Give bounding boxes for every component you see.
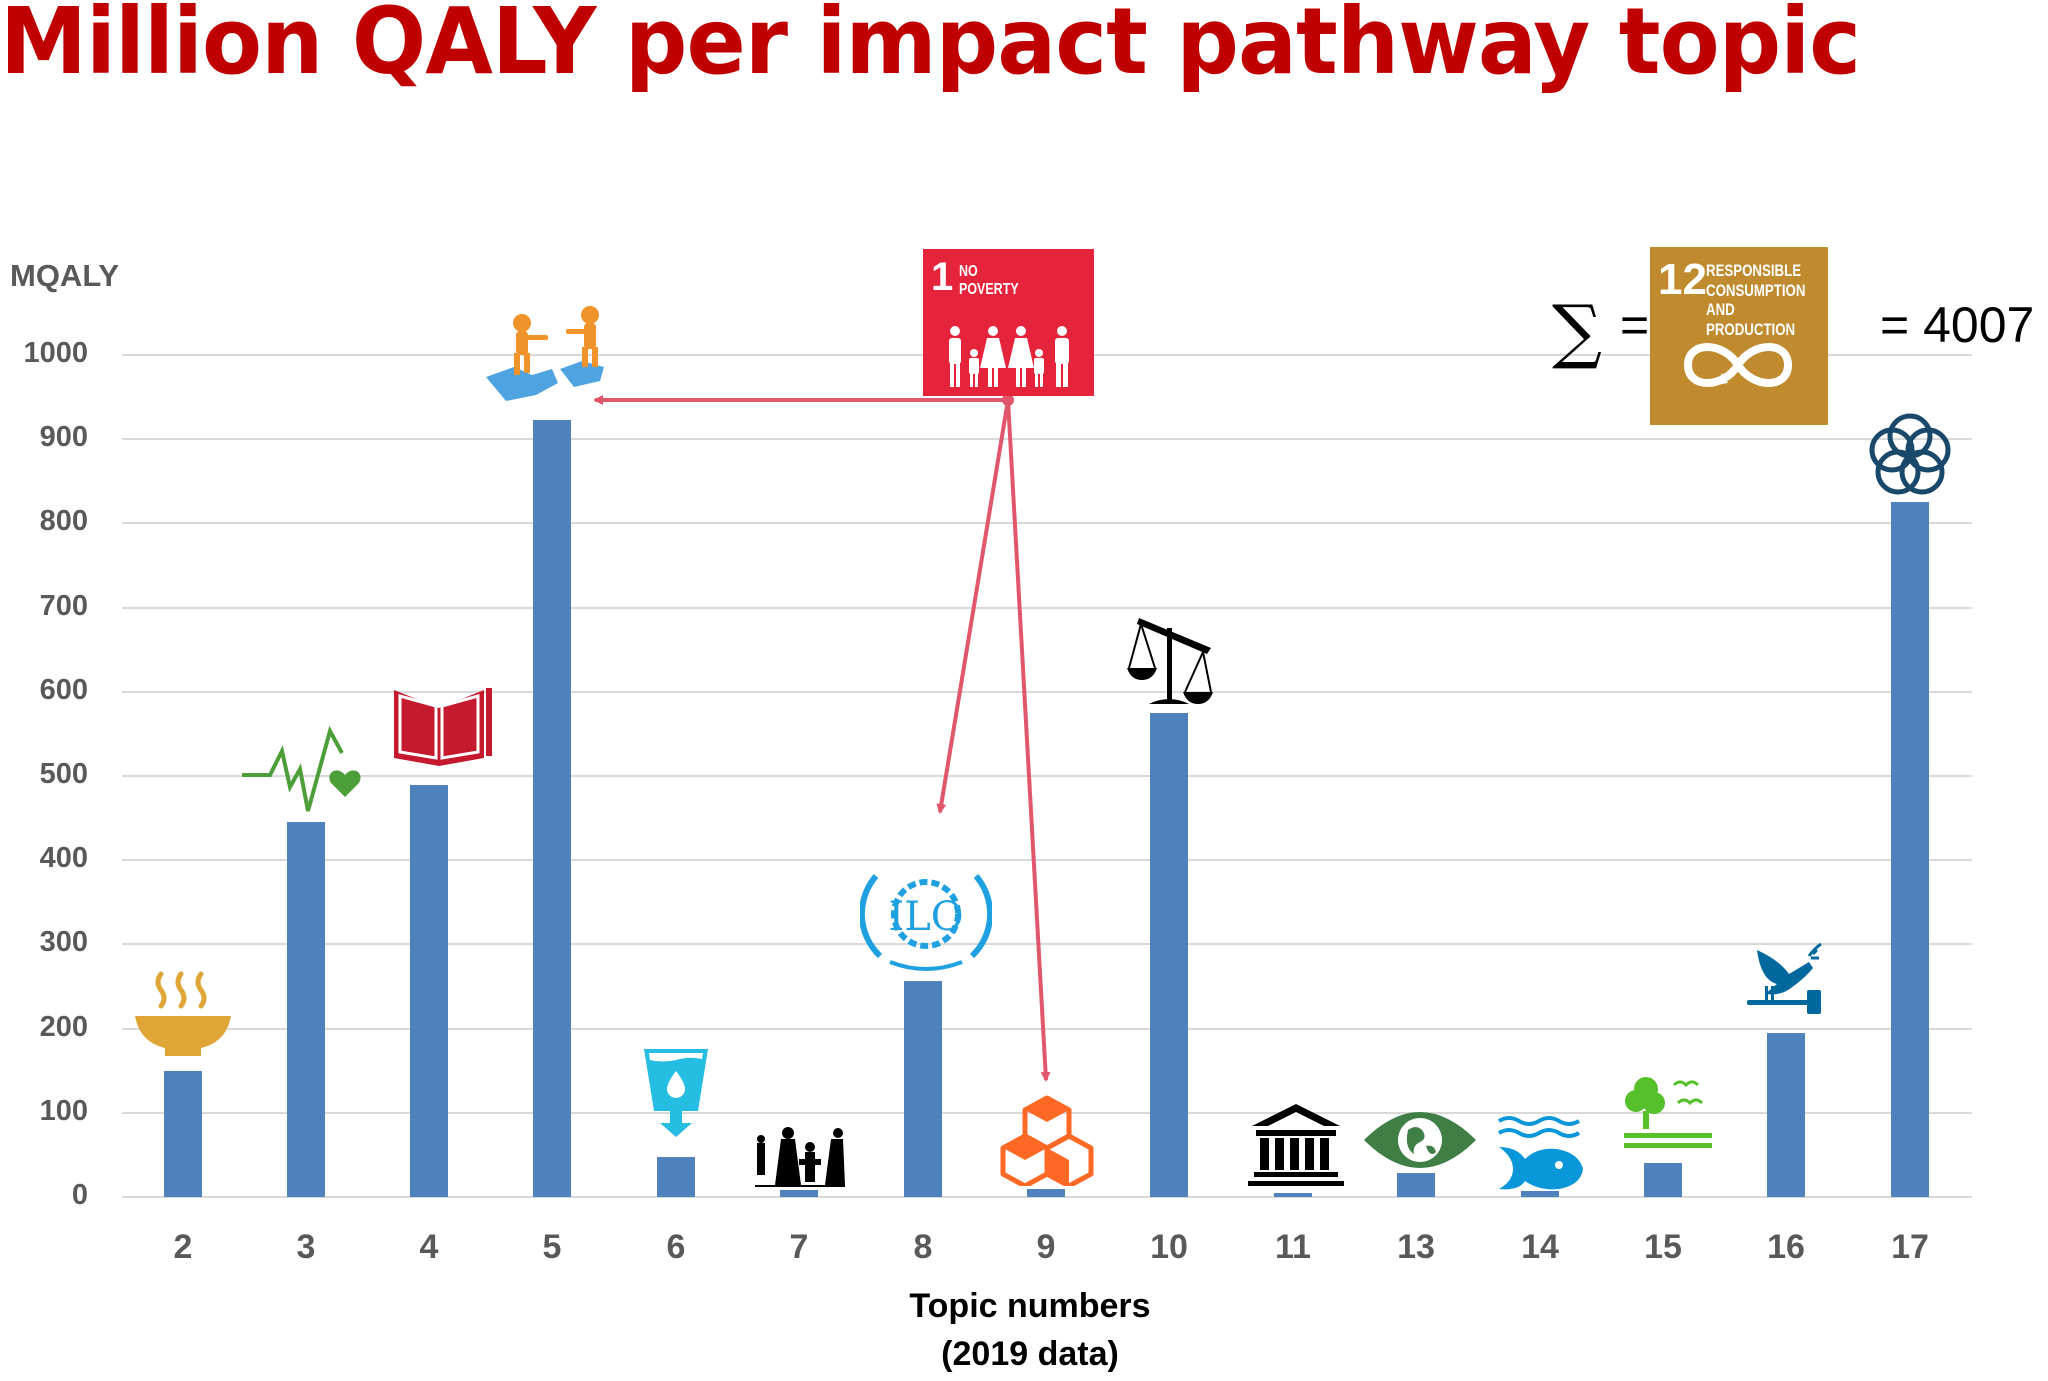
ilo-logo-icon: ILO <box>860 874 992 971</box>
bar-topic-8 <box>904 981 942 1197</box>
y-tick-label: 0 <box>71 1179 88 1211</box>
bar-topic-10 <box>1150 712 1188 1197</box>
sum-symbol: ∑ <box>1552 290 1602 372</box>
y-tick-label: 600 <box>39 673 88 706</box>
x-axis-label: Topic numbers (2019 data) <box>880 1282 1180 1378</box>
sdg1-no-poverty-tile: 1 NO POVERTY <box>923 249 1094 396</box>
y-tick-label: 700 <box>39 589 88 622</box>
heartbeat-icon <box>242 725 361 812</box>
building-icon <box>1248 1104 1344 1186</box>
food-bowl-icon <box>135 971 231 1056</box>
x-tick-label: 3 <box>296 1228 316 1266</box>
gridline <box>122 775 1972 777</box>
x-tick-label: 16 <box>1767 1228 1805 1266</box>
y-axis-label: MQALY <box>10 258 120 293</box>
bar-topic-17 <box>1891 501 1929 1197</box>
bar-topic-7 <box>780 1190 818 1197</box>
sdg12-number: 12 <box>1658 255 1707 304</box>
gridline <box>122 690 1972 693</box>
dove-gavel-icon <box>1747 942 1822 1014</box>
eye-globe-icon <box>1364 1112 1476 1168</box>
cubes-icon <box>1000 1095 1094 1186</box>
x-tick-label: 17 <box>1891 1228 1929 1266</box>
puzzle-people-icon <box>486 306 604 401</box>
infinity-icon <box>1683 343 1793 387</box>
x-tick-label: 14 <box>1521 1228 1559 1266</box>
bar-topic-3 <box>287 822 325 1197</box>
sdg1-number: 1 <box>931 255 954 299</box>
sdg12-text: RESPONSIBLE CONSUMPTION AND PRODUCTION <box>1706 261 1806 339</box>
gridline <box>122 859 1972 862</box>
bar-topic-13 <box>1397 1173 1435 1197</box>
bar-topic-2 <box>164 1070 202 1197</box>
y-tick-label: 900 <box>39 421 88 454</box>
svg-text:ILO: ILO <box>888 894 963 940</box>
x-tick-label: 10 <box>1150 1228 1188 1266</box>
x-axis-label-line2: (2019 data) <box>941 1335 1119 1373</box>
scales-icon <box>1127 618 1213 704</box>
gridline <box>122 438 1972 441</box>
bar-topic-6 <box>657 1156 695 1197</box>
y-tick-label: 800 <box>39 505 88 538</box>
sdg12-responsible-consumption-tile: 12 RESPONSIBLE CONSUMPTION AND PRODUCTION <box>1650 247 1828 425</box>
x-tick-label: 2 <box>173 1228 193 1266</box>
gridline <box>122 943 1972 946</box>
bar-topic-4 <box>410 785 448 1197</box>
page-title: Million QALY per impact pathway topic <box>0 0 1861 95</box>
x-tick-label: 6 <box>666 1228 686 1266</box>
y-tick-label: 500 <box>39 758 88 790</box>
fish-waves-icon <box>1497 1116 1583 1190</box>
y-tick-label: 100 <box>39 1094 88 1127</box>
x-tick-label: 7 <box>789 1228 809 1266</box>
x-tick-label: 13 <box>1397 1228 1435 1266</box>
sum-equals: = <box>1620 297 1650 353</box>
gridline <box>122 1196 1972 1198</box>
bar-topic-15 <box>1644 1163 1682 1197</box>
total-value: = 4007 <box>1880 297 2035 353</box>
bar-topic-11 <box>1274 1192 1312 1197</box>
sdg1-text: NO POVERTY <box>959 263 1019 299</box>
tree-birds-icon <box>1624 1077 1712 1148</box>
x-tick-label: 4 <box>419 1228 439 1266</box>
flower-rings-icon <box>1869 413 1951 495</box>
sdg1-arrows <box>593 395 1051 1082</box>
gridline <box>122 522 1972 525</box>
bar-topic-16 <box>1767 1032 1805 1197</box>
y-tick-label: 300 <box>39 926 88 959</box>
x-tick-label: 9 <box>1036 1228 1056 1266</box>
x-tick-label: 8 <box>913 1228 933 1266</box>
x-axis-label-line1: Topic numbers <box>909 1287 1151 1325</box>
y-tick-label: 200 <box>39 1010 88 1043</box>
bar-topic-14 <box>1521 1191 1559 1197</box>
gridline <box>122 606 1972 609</box>
book-pencil-icon <box>394 688 492 766</box>
water-glass-icon <box>644 1049 708 1137</box>
refugee-family-icon <box>755 1127 845 1187</box>
x-tick-label: 11 <box>1275 1228 1311 1266</box>
bar-topic-5 <box>533 419 571 1197</box>
gridline <box>122 1027 1972 1030</box>
x-tick-label: 5 <box>542 1228 562 1266</box>
y-tick-label: 400 <box>39 842 88 875</box>
family-icon <box>949 326 1069 387</box>
x-tick-label: 15 <box>1644 1228 1682 1266</box>
bar-topic-9 <box>1027 1188 1065 1197</box>
y-tick-label: 1000 <box>23 337 88 369</box>
